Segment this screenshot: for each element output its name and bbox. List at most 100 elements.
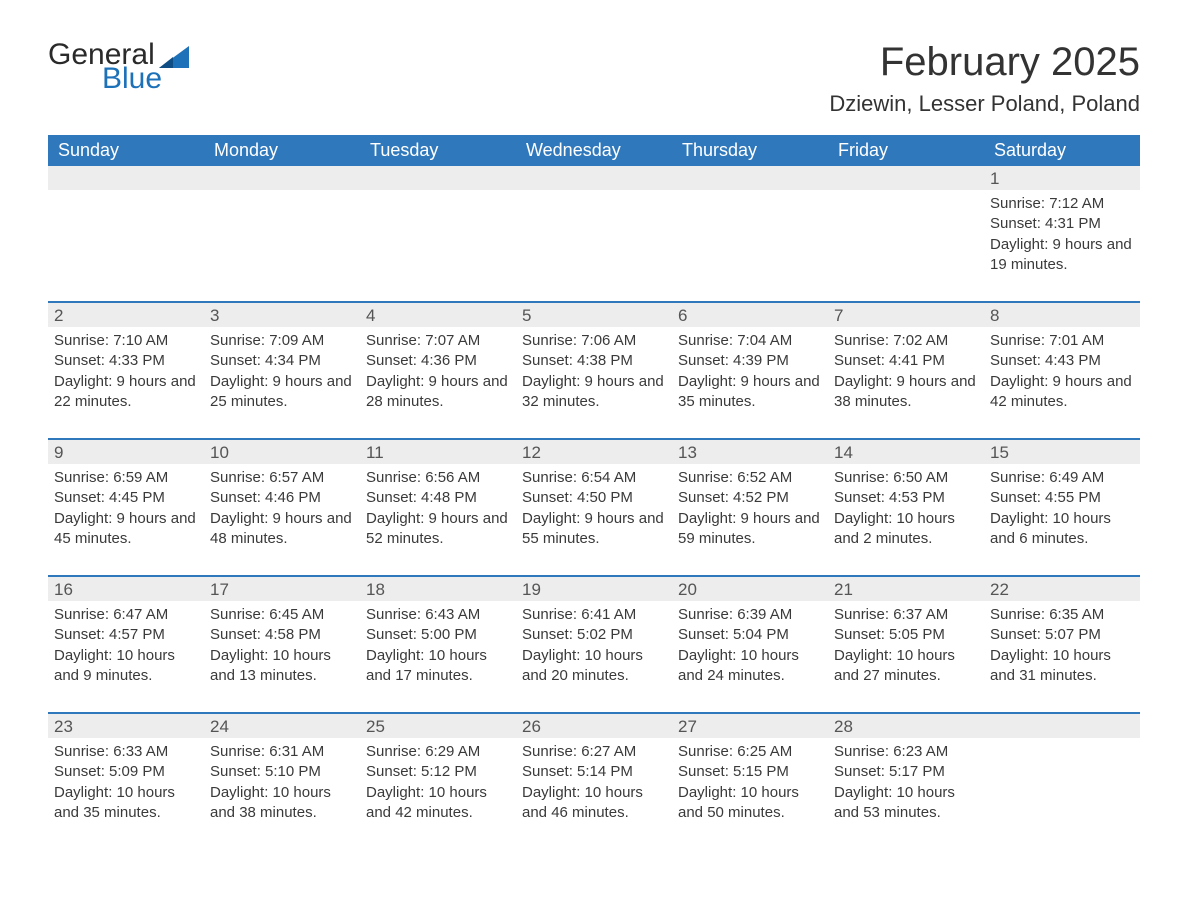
sunrise-line: Sunrise: 6:27 AM [522, 742, 666, 762]
sunset-line: Sunset: 4:45 PM [54, 488, 198, 508]
sunset-line: Sunset: 4:55 PM [990, 488, 1134, 508]
day-content: Sunrise: 6:56 AMSunset: 4:48 PMDaylight:… [364, 468, 512, 549]
sunrise-line: Sunrise: 6:33 AM [54, 742, 198, 762]
daylight-line: Daylight: 9 hours and 45 minutes. [54, 509, 198, 550]
sunset-line: Sunset: 4:43 PM [990, 351, 1134, 371]
daylight-line: Daylight: 9 hours and 52 minutes. [366, 509, 510, 550]
sunset-line: Sunset: 4:39 PM [678, 351, 822, 371]
location: Dziewin, Lesser Poland, Poland [829, 91, 1140, 117]
header: General Blue February 2025 Dziewin, Less… [48, 40, 1140, 117]
daylight-line: Daylight: 10 hours and 6 minutes. [990, 509, 1134, 550]
day-header: Wednesday [516, 135, 672, 166]
sunrise-line: Sunrise: 7:02 AM [834, 331, 978, 351]
daylight-line: Daylight: 10 hours and 50 minutes. [678, 783, 822, 824]
sunrise-line: Sunrise: 6:45 AM [210, 605, 354, 625]
day-number [984, 714, 1140, 738]
sunrise-line: Sunrise: 6:49 AM [990, 468, 1134, 488]
daylight-line: Daylight: 10 hours and 42 minutes. [366, 783, 510, 824]
day-number: 22 [984, 577, 1140, 601]
day-cell: 23Sunrise: 6:33 AMSunset: 5:09 PMDayligh… [48, 713, 204, 849]
day-content: Sunrise: 7:09 AMSunset: 4:34 PMDaylight:… [208, 331, 356, 412]
week-row: 9Sunrise: 6:59 AMSunset: 4:45 PMDaylight… [48, 439, 1140, 576]
day-content: Sunrise: 6:47 AMSunset: 4:57 PMDaylight:… [52, 605, 200, 686]
day-content: Sunrise: 6:49 AMSunset: 4:55 PMDaylight:… [988, 468, 1136, 549]
sunset-line: Sunset: 4:33 PM [54, 351, 198, 371]
day-content: Sunrise: 6:39 AMSunset: 5:04 PMDaylight:… [676, 605, 824, 686]
daylight-line: Daylight: 10 hours and 38 minutes. [210, 783, 354, 824]
sunset-line: Sunset: 5:09 PM [54, 762, 198, 782]
day-cell [204, 166, 360, 302]
daylight-line: Daylight: 10 hours and 17 minutes. [366, 646, 510, 687]
sunrise-line: Sunrise: 6:47 AM [54, 605, 198, 625]
day-number [828, 166, 984, 190]
sunset-line: Sunset: 4:38 PM [522, 351, 666, 371]
month-title: February 2025 [829, 40, 1140, 85]
day-cell: 2Sunrise: 7:10 AMSunset: 4:33 PMDaylight… [48, 302, 204, 439]
day-cell: 25Sunrise: 6:29 AMSunset: 5:12 PMDayligh… [360, 713, 516, 849]
day-number: 8 [984, 303, 1140, 327]
day-number: 26 [516, 714, 672, 738]
sunrise-line: Sunrise: 6:52 AM [678, 468, 822, 488]
sunrise-line: Sunrise: 6:37 AM [834, 605, 978, 625]
sunrise-line: Sunrise: 7:10 AM [54, 331, 198, 351]
day-content: Sunrise: 6:43 AMSunset: 5:00 PMDaylight:… [364, 605, 512, 686]
calendar-table: SundayMondayTuesdayWednesdayThursdayFrid… [48, 135, 1140, 849]
day-header: Sunday [48, 135, 204, 166]
day-cell: 4Sunrise: 7:07 AMSunset: 4:36 PMDaylight… [360, 302, 516, 439]
sunset-line: Sunset: 5:00 PM [366, 625, 510, 645]
sunset-line: Sunset: 5:04 PM [678, 625, 822, 645]
sunset-line: Sunset: 4:34 PM [210, 351, 354, 371]
sunset-line: Sunset: 5:05 PM [834, 625, 978, 645]
day-cell [828, 166, 984, 302]
day-number: 21 [828, 577, 984, 601]
day-content: Sunrise: 6:35 AMSunset: 5:07 PMDaylight:… [988, 605, 1136, 686]
day-header: Friday [828, 135, 984, 166]
daylight-line: Daylight: 10 hours and 9 minutes. [54, 646, 198, 687]
day-content: Sunrise: 7:10 AMSunset: 4:33 PMDaylight:… [52, 331, 200, 412]
day-content: Sunrise: 6:25 AMSunset: 5:15 PMDaylight:… [676, 742, 824, 823]
day-header: Saturday [984, 135, 1140, 166]
day-cell: 28Sunrise: 6:23 AMSunset: 5:17 PMDayligh… [828, 713, 984, 849]
day-content: Sunrise: 6:33 AMSunset: 5:09 PMDaylight:… [52, 742, 200, 823]
sunrise-line: Sunrise: 6:29 AM [366, 742, 510, 762]
day-content: Sunrise: 6:29 AMSunset: 5:12 PMDaylight:… [364, 742, 512, 823]
sunrise-line: Sunrise: 7:01 AM [990, 331, 1134, 351]
sunset-line: Sunset: 4:52 PM [678, 488, 822, 508]
week-row: 23Sunrise: 6:33 AMSunset: 5:09 PMDayligh… [48, 713, 1140, 849]
sunrise-line: Sunrise: 7:09 AM [210, 331, 354, 351]
day-cell: 16Sunrise: 6:47 AMSunset: 4:57 PMDayligh… [48, 576, 204, 713]
day-content: Sunrise: 6:27 AMSunset: 5:14 PMDaylight:… [520, 742, 668, 823]
day-content: Sunrise: 6:31 AMSunset: 5:10 PMDaylight:… [208, 742, 356, 823]
day-cell: 10Sunrise: 6:57 AMSunset: 4:46 PMDayligh… [204, 439, 360, 576]
day-number: 28 [828, 714, 984, 738]
sunset-line: Sunset: 4:50 PM [522, 488, 666, 508]
day-number: 14 [828, 440, 984, 464]
day-content: Sunrise: 7:02 AMSunset: 4:41 PMDaylight:… [832, 331, 980, 412]
day-cell: 14 Sunrise: 6:50 AMSunset: 4:53 PMDayligh… [828, 439, 984, 576]
day-content: Sunrise: 7:04 AMSunset: 4:39 PMDaylight:… [676, 331, 824, 412]
day-content: Sunrise: 6:41 AMSunset: 5:02 PMDaylight:… [520, 605, 668, 686]
sunrise-line: Sunrise: 6:59 AM [54, 468, 198, 488]
daylight-line: Daylight: 10 hours and 20 minutes. [522, 646, 666, 687]
sunrise-line: Sunrise: 7:12 AM [990, 194, 1134, 214]
sunset-line: Sunset: 4:31 PM [990, 214, 1134, 234]
calendar-body: 1Sunrise: 7:12 AMSunset: 4:31 PMDaylight… [48, 166, 1140, 849]
day-content: Sunrise: 7:07 AMSunset: 4:36 PMDaylight:… [364, 331, 512, 412]
sunset-line: Sunset: 4:57 PM [54, 625, 198, 645]
sunrise-line: Sunrise: 6:54 AM [522, 468, 666, 488]
sunrise-line: Sunrise: 6:41 AM [522, 605, 666, 625]
day-content: Sunrise: 6:57 AMSunset: 4:46 PMDaylight:… [208, 468, 356, 549]
daylight-line: Daylight: 10 hours and 35 minutes. [54, 783, 198, 824]
day-cell: 15Sunrise: 6:49 AMSunset: 4:55 PMDayligh… [984, 439, 1140, 576]
day-cell [672, 166, 828, 302]
sunrise-line: Sunrise: 6:57 AM [210, 468, 354, 488]
day-number: 19 [516, 577, 672, 601]
day-header: Monday [204, 135, 360, 166]
logo: General Blue [48, 40, 189, 100]
title-block: February 2025 Dziewin, Lesser Poland, Po… [829, 40, 1140, 117]
sunset-line: Sunset: 5:12 PM [366, 762, 510, 782]
sunrise-line: Sunrise: 6:50 AM [834, 468, 978, 488]
day-content: Sunrise: 6:50 AMSunset: 4:53 PMDaylight:… [832, 468, 980, 549]
day-number: 5 [516, 303, 672, 327]
sunset-line: Sunset: 5:10 PM [210, 762, 354, 782]
